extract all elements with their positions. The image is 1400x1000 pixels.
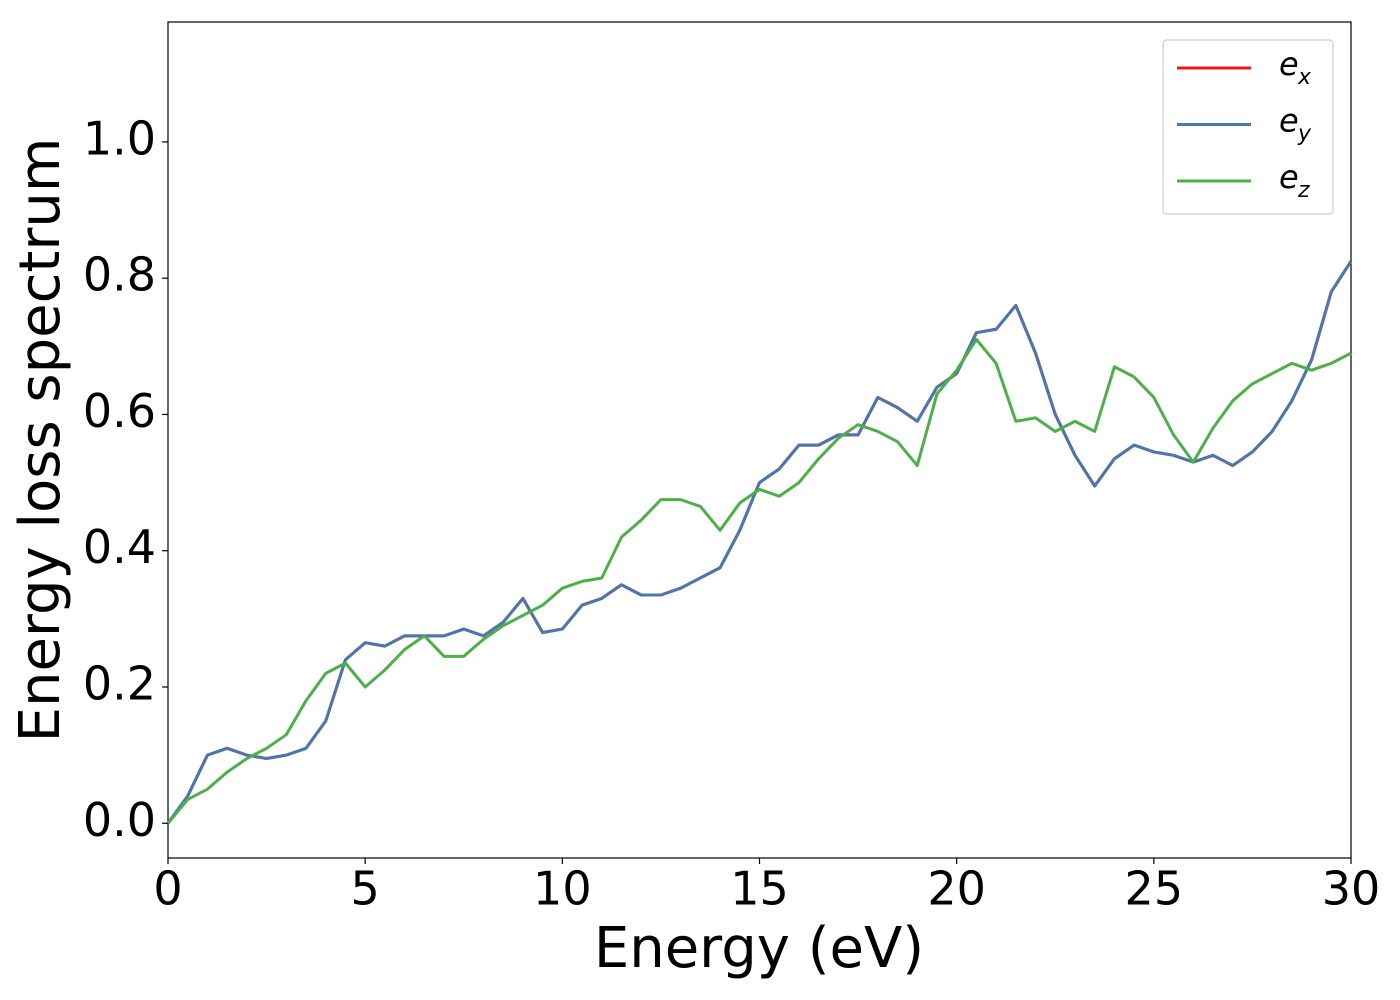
legend-subscript: x (1297, 65, 1312, 90)
y-axis-label: Energy loss spectrum (8, 138, 73, 743)
legend-label: e (1279, 102, 1299, 140)
series-line (166, 338, 1352, 825)
legend-box (1162, 39, 1334, 215)
x-tick-label: 10 (533, 862, 592, 916)
x-axis-label: Energy (eV) (594, 916, 924, 981)
y-tick-label: 0.4 (83, 520, 156, 574)
plot-area (167, 21, 1352, 859)
legend-label: e (1279, 158, 1299, 196)
y-tick-label: 0.8 (83, 248, 156, 302)
legend-label: e (1279, 45, 1299, 83)
series-line (166, 260, 1353, 825)
y-tick-label: 0.0 (83, 793, 156, 847)
legend-subscript: y (1297, 122, 1312, 147)
y-tick-label: 1.0 (83, 111, 156, 165)
x-tick-label: 20 (927, 862, 986, 916)
y-tick-label: 0.2 (83, 656, 156, 710)
x-tick-label: 15 (730, 862, 789, 916)
legend-subscript: z (1297, 178, 1310, 203)
x-tick-label: 30 (1322, 862, 1381, 916)
x-tick-label: 0 (153, 862, 182, 916)
x-tick-label: 5 (351, 862, 380, 916)
x-tick-label: 25 (1125, 862, 1184, 916)
y-tick-label: 0.6 (83, 384, 156, 438)
